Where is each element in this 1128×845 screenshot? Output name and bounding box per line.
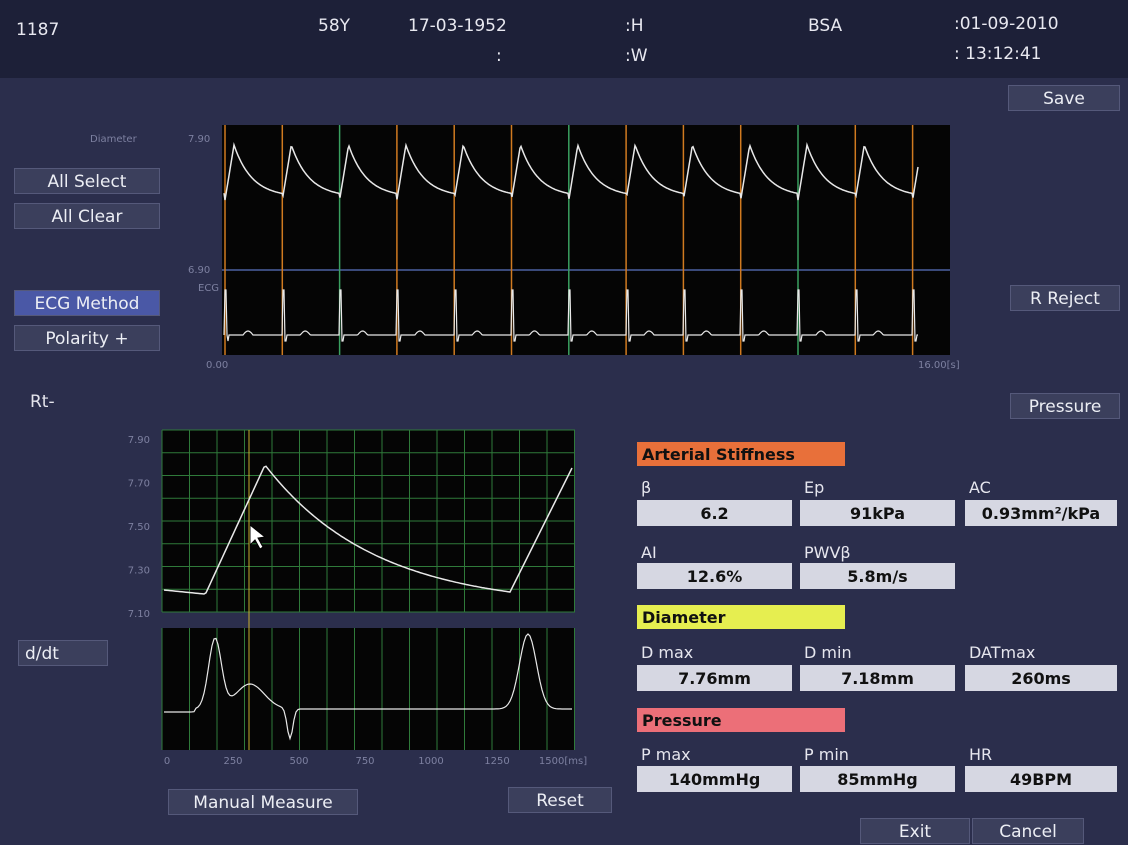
separator: : (496, 46, 502, 66)
section-title-bg (637, 442, 845, 466)
diameter-trace (223, 142, 919, 201)
field-value: 12.6% (687, 567, 743, 586)
ecg-method-button[interactable]: ECG Method (14, 290, 160, 316)
diameter-label: Diameter (90, 134, 137, 145)
dropdown[interactable]: d/dt (18, 640, 108, 666)
height: :H (625, 16, 644, 36)
section-title-bg (637, 605, 845, 629)
field-value: 260ms (1011, 669, 1071, 688)
age: 58Y (318, 16, 351, 36)
field-box (965, 500, 1117, 526)
weight: :W (625, 46, 648, 66)
patient-id: 1187 (16, 20, 60, 40)
x-tick-label: 1250 (484, 756, 509, 767)
r-reject-button[interactable]: R Reject (1010, 285, 1120, 311)
field-label: D max (641, 643, 693, 662)
top-x-end: 16.00[s] (918, 360, 960, 371)
x-tick-label: 1000 (418, 756, 443, 767)
field-label: Ep (804, 478, 824, 497)
date: :01-09-2010 (954, 14, 1059, 34)
all-select-button[interactable]: All Select (14, 168, 160, 194)
field-label: AI (641, 543, 657, 562)
field-value: 7.18mm (841, 669, 914, 688)
field-label: P max (641, 745, 691, 764)
y-tick-label: 7.30 (128, 566, 150, 577)
deriv-chart-bg (162, 628, 575, 750)
top-y-min: 6.90 (188, 265, 211, 276)
field-value: 85mmHg (837, 770, 917, 789)
reset-button[interactable]: Reset (508, 787, 612, 813)
section-title: Arterial Stiffness (642, 445, 795, 464)
ecg-label: ECG (198, 283, 220, 294)
side-label: Rt- (30, 392, 55, 412)
x-tick-label: 0 (164, 756, 170, 767)
field-value: 0.93mm²/kPa (982, 504, 1100, 523)
top-y-max: 7.90 (188, 134, 211, 145)
field-label: DATmax (969, 643, 1035, 662)
field-box (800, 563, 955, 589)
manual-measure-button[interactable]: Manual Measure (168, 789, 358, 815)
pressure-button[interactable]: Pressure (1010, 393, 1120, 419)
field-box (637, 665, 792, 691)
field-value: 5.8m/s (847, 567, 907, 586)
time: : 13:12:41 (954, 44, 1042, 64)
field-box (637, 563, 792, 589)
field-box (965, 766, 1117, 792)
x-tick-label: 1500[ms] (539, 756, 587, 767)
field-label: AC (969, 478, 991, 497)
field-box (637, 766, 792, 792)
field-label: HR (969, 745, 992, 764)
polarity-button[interactable]: Polarity + (14, 325, 160, 351)
exit-button[interactable]: Exit (860, 818, 970, 844)
section-title: Pressure (642, 711, 722, 730)
section-title-bg (637, 708, 845, 732)
field-label: P min (804, 745, 849, 764)
y-tick-label: 7.50 (128, 522, 150, 533)
top-chart-bg (222, 125, 950, 355)
field-label: PWVβ (804, 543, 851, 562)
derivative-trace (164, 633, 572, 741)
mouse-cursor (249, 523, 267, 550)
all-clear-button[interactable]: All Clear (14, 203, 160, 229)
x-tick-label: 250 (223, 756, 242, 767)
field-box (965, 665, 1117, 691)
bsa: BSA (808, 16, 843, 36)
field-box (637, 500, 792, 526)
field-value: 49BPM (1010, 770, 1072, 789)
field-value: 7.76mm (678, 669, 751, 688)
field-box (800, 766, 955, 792)
field-label: β (641, 478, 651, 497)
field-value: 91kPa (850, 504, 905, 523)
save-button[interactable]: Save (1008, 85, 1120, 111)
field-value: 6.2 (700, 504, 728, 523)
zoom-diameter-trace (163, 465, 573, 595)
x-tick-label: 500 (289, 756, 308, 767)
header-bar (0, 0, 1128, 78)
field-box (800, 665, 955, 691)
x-tick-label: 750 (355, 756, 374, 767)
y-tick-label: 7.90 (128, 435, 150, 446)
y-tick-label: 7.10 (128, 609, 150, 620)
dob: 17-03-1952 (408, 16, 507, 36)
cancel-button[interactable]: Cancel (972, 818, 1084, 844)
section-title: Diameter (642, 608, 726, 627)
field-box (800, 500, 955, 526)
y-tick-label: 7.70 (128, 479, 150, 490)
top-x-start: 0.00 (206, 360, 229, 371)
ecg-trace (223, 289, 918, 342)
field-value: 140mmHg (669, 770, 761, 789)
field-label: D min (804, 643, 852, 662)
